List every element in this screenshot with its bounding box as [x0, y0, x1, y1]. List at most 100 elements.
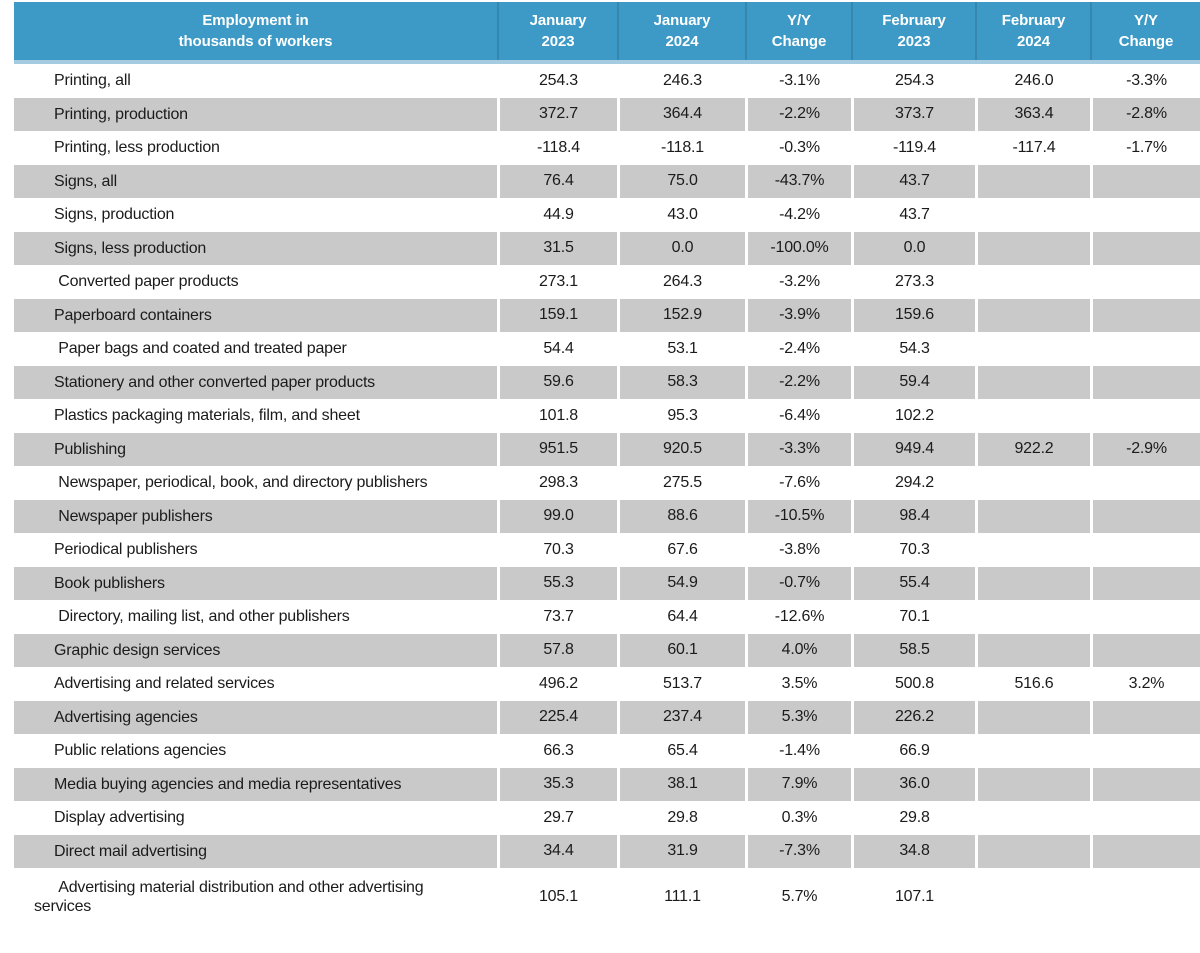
cell-yy-change-feb: [1090, 499, 1200, 533]
cell-feb-2024: [975, 164, 1090, 198]
cell-yy-change-feb: [1090, 801, 1200, 835]
row-label: Graphic design services: [54, 641, 221, 659]
cell-jan-2023: 55.3: [497, 566, 617, 600]
cell-yy-change-jan: -6.4%: [745, 399, 851, 433]
table-row: Newspaper publishers 99.0 88.6 -10.5% 98…: [14, 499, 1200, 533]
cell-jan-2023: 105.1: [497, 868, 617, 926]
cell-yy-change-feb: -3.3%: [1090, 64, 1200, 98]
table-row: Advertising agencies 225.4 237.4 5.3% 22…: [14, 700, 1200, 734]
cell-yy-change-jan: -100.0%: [745, 231, 851, 265]
column-header-feb-2024: February 2024: [975, 2, 1090, 60]
cell-feb-2023: 34.8: [851, 834, 975, 868]
cell-feb-2024: [975, 198, 1090, 232]
table-row: Signs, all 76.4 75.0 -43.7% 43.7: [14, 164, 1200, 198]
cell-yy-change-jan: 7.9%: [745, 767, 851, 801]
cell-feb-2023: 373.7: [851, 97, 975, 131]
cell-jan-2023: 496.2: [497, 667, 617, 701]
cell-yy-change-feb: [1090, 566, 1200, 600]
cell-yy-change-jan: 0.3%: [745, 801, 851, 835]
table-row: Book publishers 55.3 54.9 -0.7% 55.4: [14, 566, 1200, 600]
cell-jan-2024: 920.5: [617, 432, 745, 466]
employment-table: Employment in thousands of workers Janua…: [14, 2, 1200, 926]
cell-jan-2024: 152.9: [617, 298, 745, 332]
table-row: Display advertising 29.7 29.8 0.3% 29.8: [14, 801, 1200, 835]
cell-feb-2024: [975, 566, 1090, 600]
cell-feb-2023: 98.4: [851, 499, 975, 533]
cell-feb-2024: 516.6: [975, 667, 1090, 701]
cell-yy-change-jan: -2.2%: [745, 97, 851, 131]
row-label: Periodical publishers: [54, 541, 198, 559]
cell-feb-2023: 59.4: [851, 365, 975, 399]
table-row: Newspaper, periodical, book, and directo…: [14, 466, 1200, 500]
cell-feb-2024: [975, 767, 1090, 801]
row-label: Advertising material distribution and ot…: [34, 879, 424, 915]
cell-yy-change-feb: [1090, 298, 1200, 332]
cell-feb-2023: 29.8: [851, 801, 975, 835]
cell-yy-change-jan: 5.7%: [745, 868, 851, 926]
cell-jan-2024: 53.1: [617, 332, 745, 366]
cell-jan-2023: 951.5: [497, 432, 617, 466]
cell-yy-change-feb: [1090, 600, 1200, 634]
cell-jan-2024: 246.3: [617, 64, 745, 98]
table-row: Publishing 951.5 920.5 -3.3% 949.4 922.2…: [14, 432, 1200, 466]
cell-yy-change-jan: -2.2%: [745, 365, 851, 399]
column-header-yy-change-jan: Y/Y Change: [745, 2, 851, 60]
cell-jan-2023: 372.7: [497, 97, 617, 131]
cell-yy-change-jan: -3.1%: [745, 64, 851, 98]
cell-feb-2023: 66.9: [851, 734, 975, 768]
cell-yy-change-feb: [1090, 834, 1200, 868]
cell-yy-change-feb: [1090, 399, 1200, 433]
cell-feb-2024: [975, 633, 1090, 667]
cell-feb-2023: 294.2: [851, 466, 975, 500]
cell-jan-2023: 76.4: [497, 164, 617, 198]
cell-feb-2024: [975, 600, 1090, 634]
cell-jan-2024: 88.6: [617, 499, 745, 533]
row-label: Advertising and related services: [54, 675, 275, 693]
cell-yy-change-jan: -7.3%: [745, 834, 851, 868]
table-row: Printing, production 372.7 364.4 -2.2% 3…: [14, 97, 1200, 131]
cell-feb-2024: [975, 231, 1090, 265]
cell-feb-2024: [975, 265, 1090, 299]
cell-jan-2024: 237.4: [617, 700, 745, 734]
cell-yy-change-jan: -3.9%: [745, 298, 851, 332]
cell-jan-2024: 60.1: [617, 633, 745, 667]
cell-yy-change-jan: -4.2%: [745, 198, 851, 232]
table-row: Stationery and other converted paper pro…: [14, 365, 1200, 399]
row-label: Printing, all: [54, 72, 131, 90]
cell-yy-change-feb: [1090, 700, 1200, 734]
cell-feb-2023: 70.1: [851, 600, 975, 634]
cell-yy-change-feb: -1.7%: [1090, 131, 1200, 165]
cell-jan-2023: 73.7: [497, 600, 617, 634]
cell-feb-2023: 254.3: [851, 64, 975, 98]
cell-jan-2024: 513.7: [617, 667, 745, 701]
table-row: Converted paper products 273.1 264.3 -3.…: [14, 265, 1200, 299]
cell-yy-change-feb: 3.2%: [1090, 667, 1200, 701]
cell-yy-change-jan: -12.6%: [745, 600, 851, 634]
row-label: Advertising agencies: [54, 708, 198, 726]
cell-jan-2023: 57.8: [497, 633, 617, 667]
cell-feb-2023: 107.1: [851, 868, 975, 926]
cell-yy-change-jan: -3.2%: [745, 265, 851, 299]
cell-feb-2024: [975, 499, 1090, 533]
table-row: Directory, mailing list, and other publi…: [14, 600, 1200, 634]
cell-jan-2023: 225.4: [497, 700, 617, 734]
cell-feb-2024: [975, 365, 1090, 399]
cell-yy-change-feb: [1090, 198, 1200, 232]
cell-jan-2024: 31.9: [617, 834, 745, 868]
cell-jan-2023: 298.3: [497, 466, 617, 500]
cell-yy-change-feb: [1090, 332, 1200, 366]
row-label: Signs, less production: [54, 239, 207, 257]
cell-jan-2024: 75.0: [617, 164, 745, 198]
cell-yy-change-feb: -2.9%: [1090, 432, 1200, 466]
cell-jan-2024: 95.3: [617, 399, 745, 433]
cell-yy-change-jan: -1.4%: [745, 734, 851, 768]
table-row: Paper bags and coated and treated paper …: [14, 332, 1200, 366]
table-row: Printing, less production -118.4 -118.1 …: [14, 131, 1200, 165]
cell-yy-change-jan: -43.7%: [745, 164, 851, 198]
table-row: Direct mail advertising 34.4 31.9 -7.3% …: [14, 834, 1200, 868]
cell-yy-change-jan: -3.8%: [745, 533, 851, 567]
cell-feb-2024: [975, 801, 1090, 835]
cell-feb-2024: [975, 533, 1090, 567]
cell-jan-2023: 273.1: [497, 265, 617, 299]
table-row: Public relations agencies 66.3 65.4 -1.4…: [14, 734, 1200, 768]
